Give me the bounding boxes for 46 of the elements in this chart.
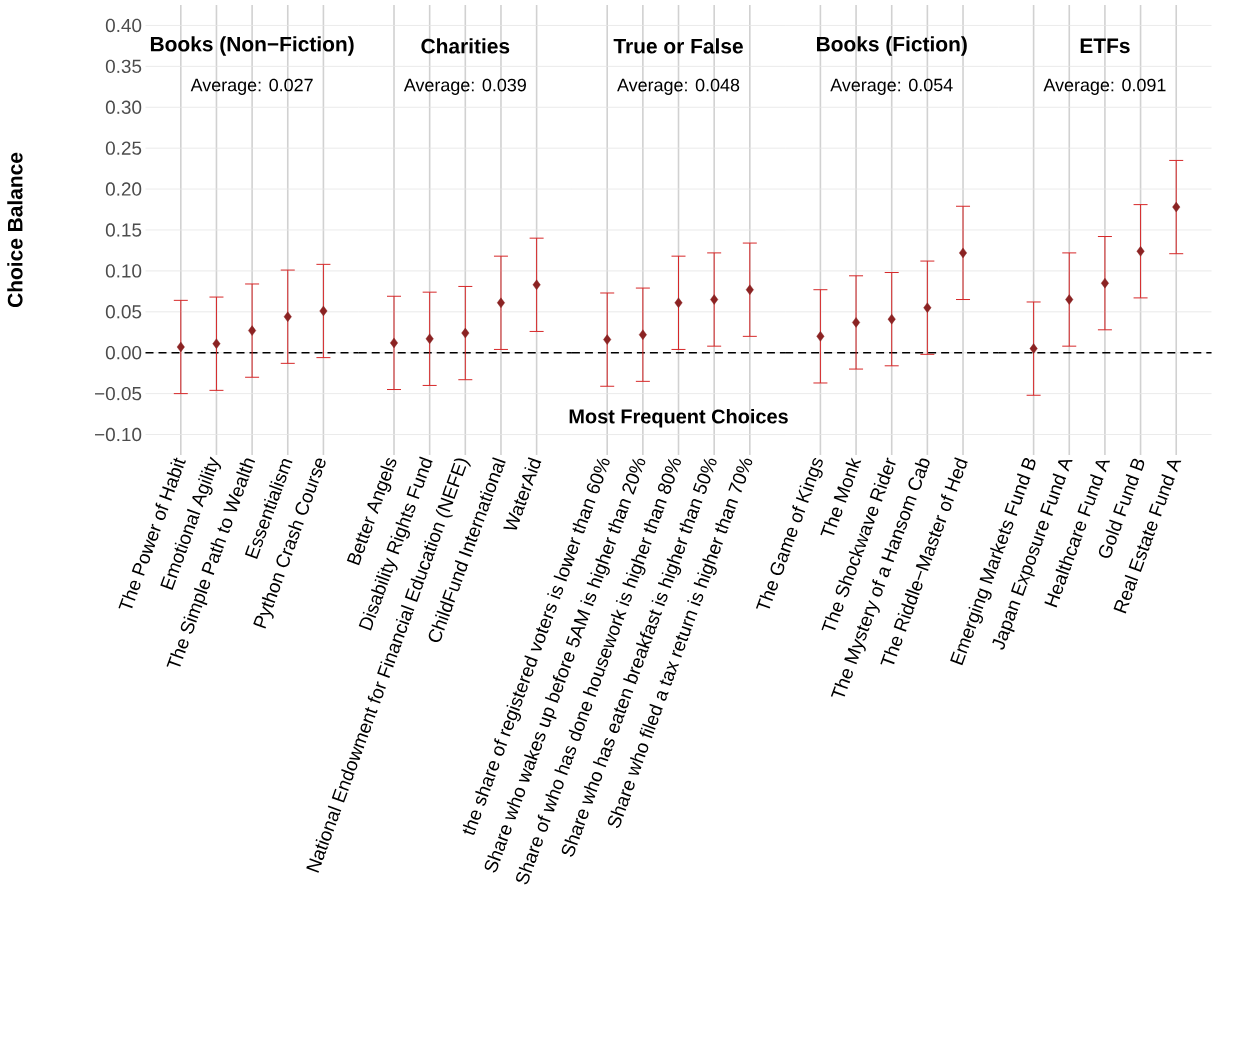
y-tick-label: 0.05 [105, 305, 142, 319]
point [425, 333, 434, 344]
text: Average: 0.091 [1043, 78, 1166, 95]
point [1029, 343, 1038, 354]
point [923, 302, 932, 313]
point [497, 297, 505, 308]
point [283, 311, 292, 322]
point [816, 331, 825, 342]
text: Average: 0.054 [830, 78, 953, 95]
y-tick-label: 0.25 [105, 141, 142, 155]
y-tick-label: 0.00 [105, 346, 142, 360]
y-tick-label: −0.05 [95, 386, 142, 401]
point [248, 325, 257, 336]
text: Average: 0.039 [403, 78, 526, 95]
point [1172, 201, 1181, 213]
text: True or False [613, 38, 743, 54]
y-tick-label: −0.10 [95, 427, 142, 442]
point [1100, 277, 1109, 289]
point [745, 284, 754, 295]
text: Average: 0.048 [617, 78, 740, 95]
point [176, 341, 185, 353]
text: Charities [421, 38, 510, 54]
point [710, 294, 719, 305]
point [638, 329, 647, 340]
y-tick-label: 0.40 [105, 18, 142, 33]
point [887, 313, 896, 325]
point [212, 338, 221, 349]
x-axis-title: Most Frequent Choices [569, 408, 788, 428]
point [852, 317, 861, 328]
y-tick-label: 0.35 [105, 59, 142, 74]
point [461, 327, 470, 339]
text: Books (Fiction) [817, 36, 967, 56]
point [1065, 294, 1074, 305]
point [532, 279, 541, 290]
point [603, 334, 612, 345]
y-tick-label: 0.15 [105, 223, 142, 237]
y-axis-title: Choice Balance [7, 152, 23, 308]
y-tick-label: 0.20 [105, 182, 142, 196]
point [674, 297, 683, 308]
point [1136, 246, 1145, 257]
text: Books (Non−Fiction) [150, 36, 354, 56]
text: Average: 0.027 [190, 78, 313, 95]
text: ETFs [1080, 38, 1130, 54]
y-tick-label: 0.30 [105, 100, 142, 114]
y-tick-label: 0.10 [105, 264, 142, 278]
point [319, 305, 328, 317]
